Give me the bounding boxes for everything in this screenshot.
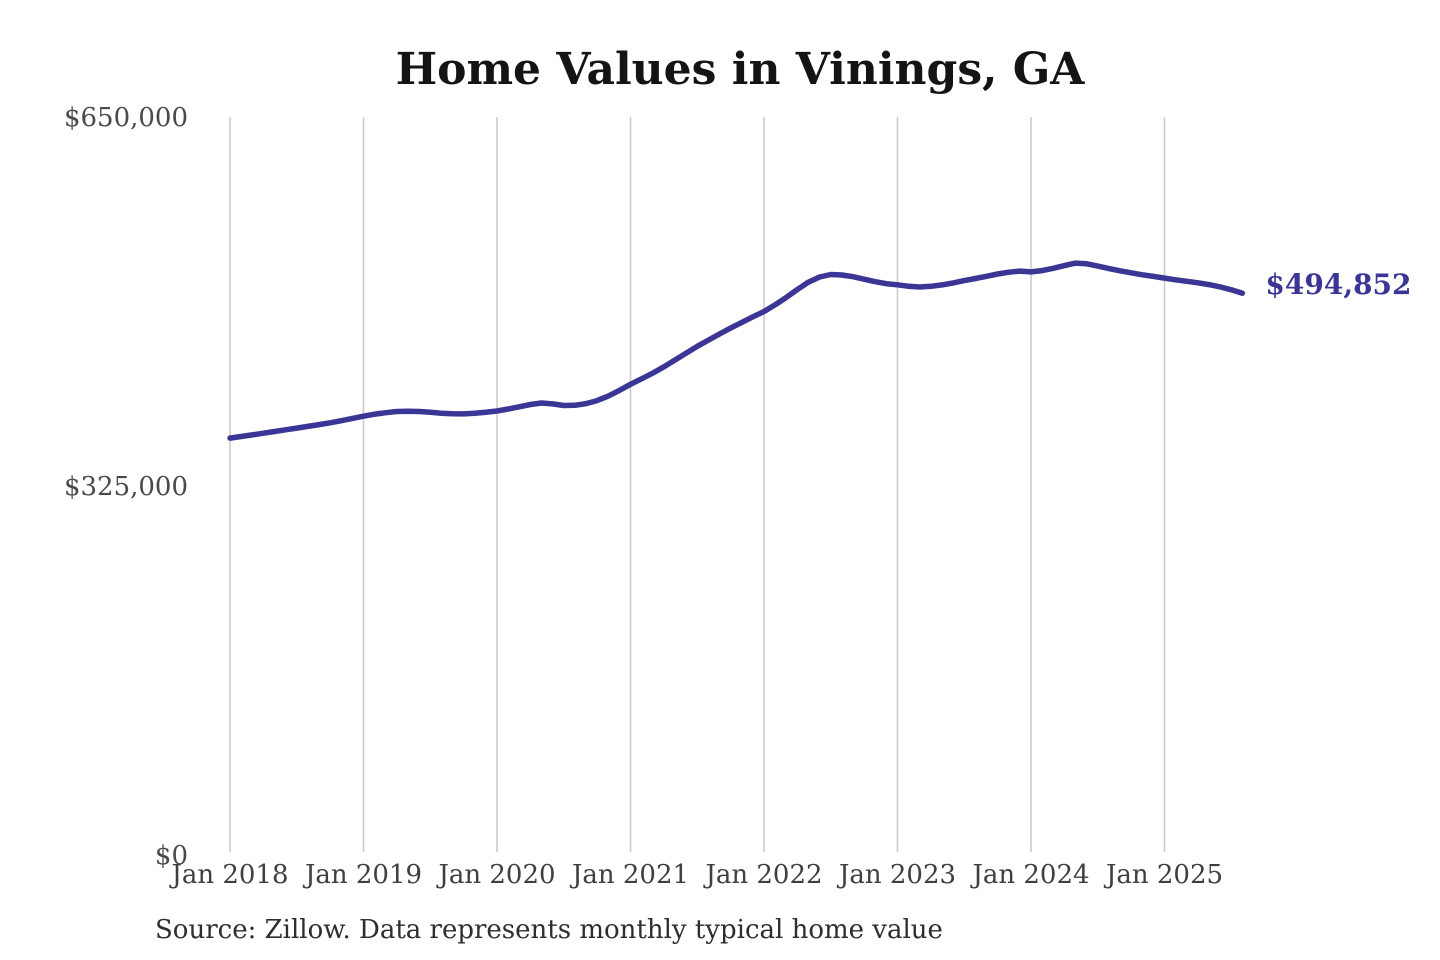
x-tick-label: Jan 2025 — [1103, 860, 1223, 890]
home-value-line — [227, 260, 1246, 441]
gridlines — [229, 117, 1166, 852]
source-note: Source: Zillow. Data represents monthly … — [155, 915, 943, 945]
x-tick-label: Jan 2020 — [435, 860, 555, 890]
y-axis-labels: $0 $325,000 $650,000 — [64, 103, 188, 871]
chart-title: Home Values in Vinings, GA — [396, 44, 1086, 95]
y-tick-label: $325,000 — [64, 472, 188, 502]
y-tick-label: $650,000 — [64, 103, 188, 133]
final-value-label: $494,852 — [1265, 268, 1411, 301]
x-tick-label: Jan 2023 — [836, 860, 956, 890]
x-tick-label: Jan 2024 — [969, 860, 1089, 890]
y-tick-label: $0 — [155, 841, 188, 871]
x-axis-labels: Jan 2018 Jan 2019 Jan 2020 Jan 2021 Jan 2022… — [168, 860, 1223, 890]
x-tick-label: Jan 2021 — [569, 860, 689, 890]
x-tick-label: Jan 2019 — [302, 860, 422, 890]
x-tick-label: Jan 2022 — [702, 860, 822, 890]
x-tick-label: Jan 2018 — [168, 860, 288, 890]
